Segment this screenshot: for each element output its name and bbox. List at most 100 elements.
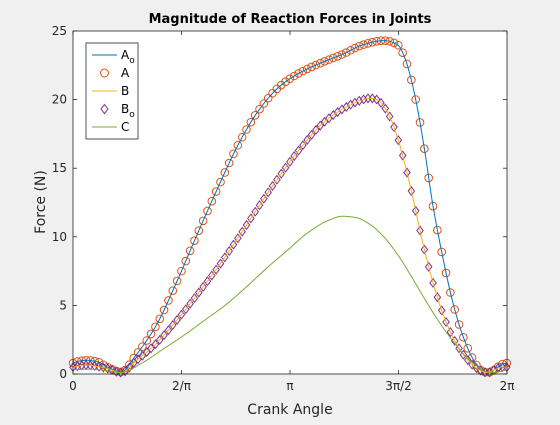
data-point-Bo — [277, 168, 285, 179]
data-point-Bo — [208, 270, 216, 281]
data-point-A — [216, 177, 225, 187]
data-point-A — [194, 226, 204, 236]
data-point-A — [246, 117, 256, 127]
data-point-A — [138, 342, 147, 351]
data-point-Bo — [299, 140, 307, 151]
data-point-Bo — [407, 186, 416, 197]
data-point-A — [467, 353, 477, 362]
data-point-Bo — [203, 276, 212, 287]
data-point-A — [307, 62, 316, 72]
data-point-A — [159, 305, 169, 315]
data-point-Bo — [95, 361, 103, 372]
series-line-C — [72, 215, 507, 374]
data-point-Bo — [312, 124, 320, 135]
data-point-A — [250, 111, 260, 120]
data-point-A — [172, 276, 182, 286]
data-point-A — [446, 288, 455, 297]
data-point-A — [320, 57, 329, 66]
data-point-A — [294, 69, 303, 78]
data-point-A — [177, 266, 186, 276]
x-tick-label: 3π/2 — [385, 379, 412, 393]
data-point-A — [268, 88, 277, 98]
data-point-A — [311, 60, 321, 70]
data-point-Bo — [268, 180, 277, 192]
data-point-Bo — [468, 359, 476, 370]
legend-item-B: B — [92, 84, 129, 98]
data-point-Bo — [290, 151, 299, 162]
data-point-A — [463, 343, 473, 353]
data-point-Bo — [173, 314, 181, 325]
data-point-Bo — [459, 349, 468, 360]
data-point-A — [372, 36, 381, 46]
data-point-A — [142, 336, 152, 345]
data-point-A — [337, 50, 347, 59]
data-point-A — [233, 140, 243, 150]
y-tick-label: 5 — [59, 298, 67, 312]
data-point-Bo — [307, 129, 316, 140]
data-point-A — [168, 286, 178, 295]
legend-item-A: A — [100, 66, 130, 80]
data-point-Bo — [355, 95, 364, 106]
data-point-Bo — [234, 233, 242, 244]
legend-item-Ao: Ao — [92, 48, 135, 66]
series-Bo — [69, 93, 511, 378]
legend-label: B — [121, 84, 129, 98]
y-axis-label: Force (N) — [33, 170, 49, 234]
data-point-Bo — [463, 355, 472, 366]
data-point-A — [302, 64, 312, 74]
data-point-A — [324, 55, 334, 64]
data-point-A — [407, 75, 416, 85]
ticks-layer: 0 2/π π 3π/2 2π 0 5 10 15 20 25 — [52, 24, 515, 393]
data-point-A — [368, 37, 377, 47]
data-point-Bo — [195, 287, 203, 298]
data-point-A — [181, 256, 191, 266]
legend-item-Bo: Bo — [100, 102, 135, 120]
data-point-Bo — [186, 298, 194, 309]
data-point-Bo — [286, 156, 294, 167]
data-point-A — [211, 187, 221, 196]
y-tick-label: 20 — [52, 93, 67, 107]
legend-label: A — [121, 66, 130, 80]
legend-swatch — [100, 68, 109, 78]
data-point-A — [198, 216, 208, 226]
series-line-B — [72, 97, 507, 374]
data-point-A — [437, 247, 447, 257]
data-point-A — [402, 59, 412, 69]
data-point-Bo — [177, 309, 186, 320]
chart-title: Magnitude of Reaction Forces in Joints — [149, 12, 432, 27]
x-axis-label: Crank Angle — [247, 402, 332, 418]
data-point-A — [298, 66, 308, 76]
data-point-A — [363, 39, 373, 48]
data-point-Bo — [238, 226, 246, 237]
data-point-A — [224, 158, 234, 168]
data-point-A — [220, 168, 230, 177]
legend-swatch — [100, 103, 109, 115]
data-point-A — [151, 322, 160, 332]
data-point-Bo — [303, 134, 312, 145]
data-point-A — [146, 329, 156, 339]
data-point-Bo — [368, 93, 377, 104]
data-point-Bo — [385, 111, 394, 122]
data-point-A — [350, 43, 360, 53]
data-point-Bo — [125, 362, 134, 373]
data-point-A — [263, 93, 273, 103]
y-tick-label: 15 — [52, 161, 67, 175]
data-point-A — [415, 118, 425, 127]
series-layer — [68, 36, 512, 378]
data-point-Bo — [416, 225, 424, 236]
data-point-Bo — [381, 103, 390, 114]
data-point-Bo — [160, 330, 168, 341]
data-point-A — [229, 149, 238, 159]
data-point-A — [185, 246, 195, 256]
data-point-Bo — [394, 135, 403, 146]
data-point-A — [346, 45, 355, 55]
data-point-A — [207, 196, 217, 206]
data-point-Bo — [103, 363, 112, 374]
data-point-Bo — [264, 187, 272, 198]
data-point-A — [454, 320, 464, 329]
x-tick-label: 2π — [500, 379, 515, 393]
data-point-Bo — [242, 220, 251, 231]
data-point-A — [420, 144, 429, 154]
